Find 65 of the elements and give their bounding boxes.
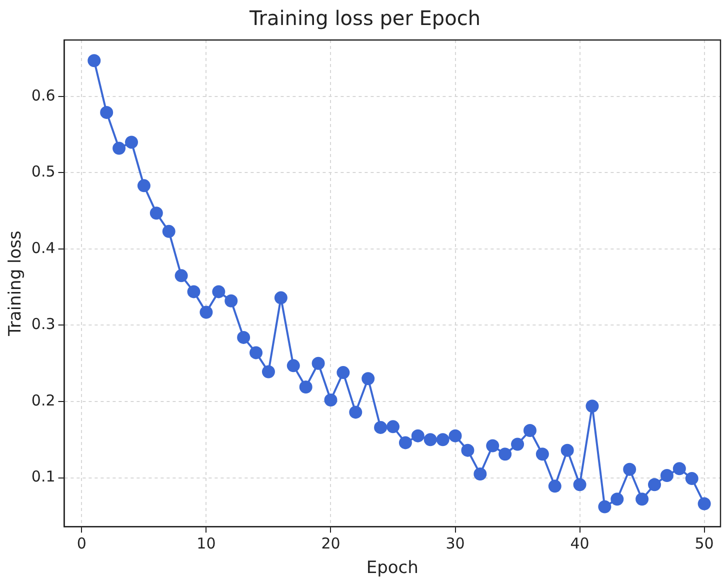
point bbox=[262, 365, 275, 378]
point bbox=[187, 285, 200, 298]
point bbox=[660, 469, 674, 482]
point bbox=[672, 462, 686, 476]
x-tick-label: 50 bbox=[694, 534, 714, 552]
point bbox=[162, 224, 176, 238]
point bbox=[623, 462, 636, 476]
point bbox=[224, 294, 238, 308]
y-tick-label: 0.4 bbox=[31, 238, 56, 257]
point bbox=[424, 433, 437, 446]
point bbox=[112, 142, 126, 155]
x-tick-label: 40 bbox=[570, 534, 590, 552]
y-tick-label: 0.1 bbox=[31, 468, 56, 486]
y-tick-label: 0.2 bbox=[31, 391, 56, 410]
point bbox=[362, 372, 375, 386]
point bbox=[498, 448, 512, 461]
point bbox=[486, 439, 500, 452]
x-axis-title: Epoch bbox=[366, 558, 418, 578]
point bbox=[200, 306, 213, 319]
point bbox=[137, 179, 150, 192]
point bbox=[336, 366, 350, 380]
point bbox=[312, 356, 325, 370]
point bbox=[436, 433, 450, 446]
point bbox=[398, 436, 412, 450]
point bbox=[636, 492, 649, 506]
point bbox=[573, 478, 586, 492]
point bbox=[349, 406, 362, 419]
point bbox=[648, 478, 661, 492]
y-tick-label: 0.5 bbox=[31, 162, 56, 181]
x-tick-label: 10 bbox=[196, 534, 216, 552]
point bbox=[374, 420, 388, 434]
point bbox=[125, 136, 138, 149]
point bbox=[286, 359, 300, 372]
point bbox=[586, 400, 599, 413]
point bbox=[386, 420, 400, 434]
point bbox=[299, 380, 312, 394]
x-tick-label: 20 bbox=[321, 534, 340, 552]
point bbox=[100, 106, 114, 119]
chart-title: Training loss per Epoch bbox=[248, 6, 481, 30]
point bbox=[474, 467, 487, 480]
point bbox=[150, 206, 163, 220]
point bbox=[174, 269, 188, 282]
point bbox=[610, 492, 624, 506]
point bbox=[212, 285, 226, 298]
point bbox=[88, 54, 101, 68]
y-axis-title: Training loss bbox=[6, 230, 26, 337]
point bbox=[598, 500, 612, 514]
point bbox=[448, 429, 462, 442]
point bbox=[274, 291, 288, 304]
x-tick-label: 30 bbox=[446, 534, 465, 552]
y-tick-label: 0.6 bbox=[31, 86, 56, 104]
point bbox=[250, 346, 263, 360]
point bbox=[548, 480, 562, 493]
point bbox=[523, 424, 536, 437]
point bbox=[237, 330, 250, 344]
point bbox=[511, 438, 524, 451]
point bbox=[560, 444, 574, 457]
point bbox=[698, 497, 711, 510]
point bbox=[536, 448, 549, 461]
point bbox=[461, 444, 474, 457]
point bbox=[411, 429, 424, 442]
y-tick-label: 0.3 bbox=[31, 315, 56, 334]
point bbox=[324, 393, 338, 406]
point bbox=[685, 472, 698, 486]
x-tick-label: 0 bbox=[76, 534, 86, 552]
